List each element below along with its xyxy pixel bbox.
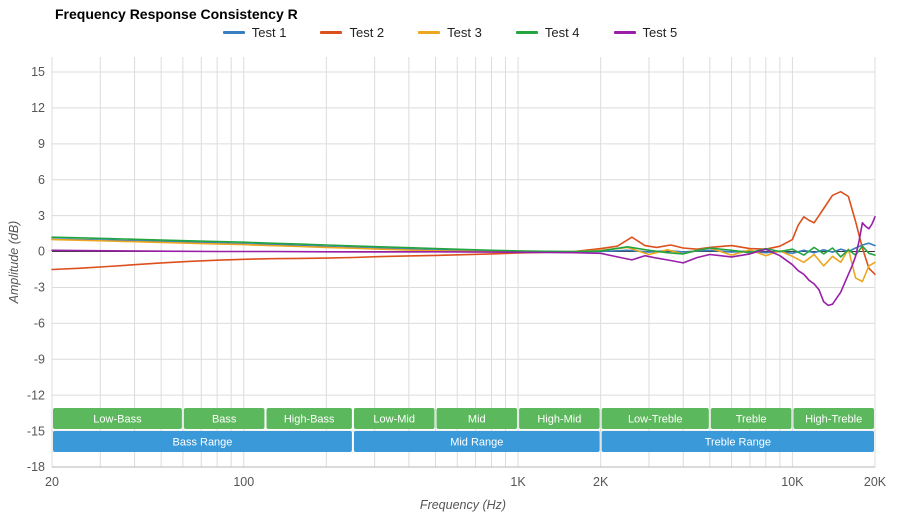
- band-label: Low-Mid: [373, 414, 415, 426]
- legend-swatch: [320, 31, 343, 34]
- band-treble-range: [601, 431, 874, 452]
- series-test-2: [51, 190, 876, 276]
- y-tick-label: 9: [38, 137, 45, 151]
- series-test-4: [51, 236, 876, 258]
- y-tick-label: -15: [27, 424, 45, 438]
- band-low-treble: [601, 408, 709, 429]
- x-tick-label: 2K: [593, 475, 609, 489]
- band-label: Treble Range: [705, 437, 771, 449]
- x-tick-label: 100: [233, 475, 254, 489]
- x-tick-label: 10K: [781, 475, 804, 489]
- y-tick-label: -12: [27, 388, 45, 402]
- series-test-5: [51, 216, 876, 307]
- legend-swatch: [418, 31, 441, 34]
- x-tick-label: 20: [45, 475, 59, 489]
- legend-item-test-2: Test 2: [320, 25, 384, 40]
- x-axis-title: Frequency (Hz): [419, 498, 507, 512]
- x-gridlines: [51, 57, 876, 467]
- band-bass-range: [53, 431, 352, 452]
- band-label: High-Mid: [537, 414, 581, 426]
- band-label: High-Bass: [284, 414, 335, 426]
- band-treble: [710, 408, 792, 429]
- y-tick-label: 15: [31, 65, 45, 79]
- y-tick-label: 6: [38, 173, 45, 187]
- legend-label: Test 4: [544, 25, 580, 40]
- band-label: Low-Treble: [628, 414, 683, 426]
- y-tick-label: 0: [38, 245, 45, 259]
- band-label: Bass Range: [172, 437, 232, 449]
- chart-legend: Test 1 Test 2 Test 3 Test 4 Test 5: [0, 25, 900, 40]
- legend-label: Test 2: [349, 25, 385, 40]
- legend-swatch: [222, 31, 245, 34]
- band-label: Low-Bass: [93, 414, 142, 426]
- frequency-range-bands: Low-Bass Bass High-Bass Low-Mid Mid High-Mid L…: [53, 408, 874, 452]
- y-tick-label: -9: [34, 352, 45, 366]
- band-bass: [183, 408, 265, 429]
- band-low-mid: [353, 408, 435, 429]
- band-label: Treble: [736, 414, 767, 426]
- x-tick-labels: 20 100 1K 2K 10K 20K: [45, 475, 887, 489]
- x-tick-label: 1K: [510, 475, 526, 489]
- legend-item-test-1: Test 1: [222, 25, 287, 40]
- legend-item-test-4: Test 4: [515, 25, 580, 40]
- legend-item-test-3: Test 3: [418, 25, 482, 40]
- series-test-3: [51, 238, 876, 283]
- y-tick-labels: 15 12 9 6 3 0 -3 -6 -9 -12 -15 -18: [27, 65, 45, 474]
- band-mid: [436, 408, 518, 429]
- legend-swatch: [613, 31, 636, 34]
- band-label: High-Treble: [805, 414, 862, 426]
- band-mid-range: [353, 431, 600, 452]
- legend-swatch: [515, 31, 538, 34]
- y-gridlines: [52, 71, 875, 468]
- y-tick-label: 12: [31, 101, 45, 115]
- band-label: Mid: [468, 414, 486, 426]
- legend-label: Test 3: [447, 25, 482, 40]
- y-tick-label: 3: [38, 209, 45, 223]
- band-high-mid: [519, 408, 600, 429]
- band-low-bass: [53, 408, 182, 429]
- y-tick-label: -6: [34, 317, 45, 331]
- y-tick-label: -18: [27, 460, 45, 474]
- legend-item-test-5: Test 5: [613, 25, 678, 40]
- band-high-treble: [793, 408, 874, 429]
- chart-title: Frequency Response Consistency R: [55, 6, 298, 22]
- y-tick-label: -3: [34, 281, 45, 295]
- band-label: Bass: [212, 414, 237, 426]
- legend-label: Test 1: [251, 25, 287, 40]
- legend-label: Test 5: [642, 25, 678, 40]
- band-high-bass: [266, 408, 352, 429]
- band-label: Mid Range: [450, 437, 503, 449]
- x-tick-label: 20K: [864, 475, 887, 489]
- series-lines: [51, 190, 876, 307]
